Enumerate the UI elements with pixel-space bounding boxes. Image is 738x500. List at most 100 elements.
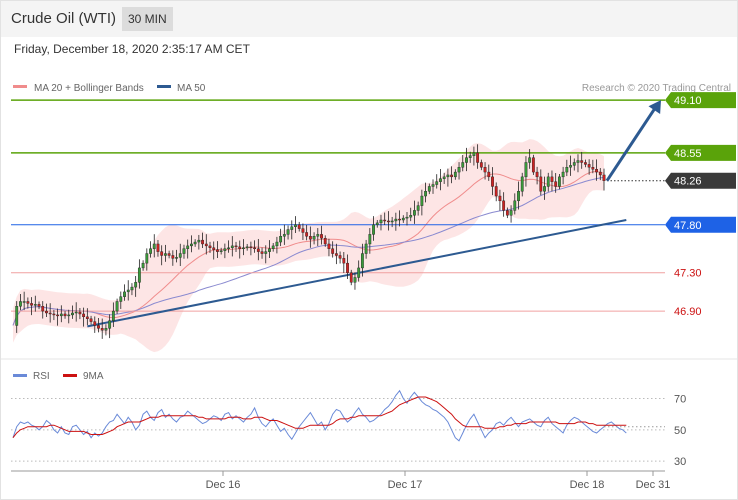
candle-body (524, 162, 528, 178)
candle-body (275, 241, 279, 247)
candle-body (442, 176, 446, 179)
candle-body (37, 304, 41, 307)
candle-body (543, 186, 546, 192)
candle-body (513, 200, 517, 211)
timestamp: Friday, December 18, 2020 2:35:17 AM CET (14, 42, 250, 56)
candle-body (19, 301, 22, 307)
candle-body (45, 310, 48, 314)
candle-body (320, 234, 323, 239)
candle-body (546, 176, 550, 187)
candle-body (30, 303, 33, 306)
candle-body (491, 176, 494, 187)
candle-body (249, 246, 253, 249)
candle-body (15, 306, 19, 326)
candle-body (405, 216, 409, 219)
timeframe-badge[interactable]: 30 MIN (122, 7, 173, 31)
candle-body (446, 174, 450, 178)
candle-body (41, 306, 45, 312)
candle-body (387, 220, 390, 223)
level-tag-text-49.10: 49.10 (674, 95, 702, 107)
candle-body (212, 247, 216, 250)
candle-body (561, 171, 565, 178)
candle-body (349, 272, 353, 283)
candle-body (316, 234, 320, 237)
candle-body (401, 217, 405, 221)
candle-body (111, 310, 115, 321)
legend-ma50-swatch (157, 85, 171, 88)
candle-body (554, 181, 558, 187)
candle-body (115, 301, 119, 312)
candle-body (197, 239, 201, 243)
candle-body (502, 200, 506, 211)
bollinger-band (13, 139, 604, 353)
candle-body (33, 304, 37, 306)
candle-body (465, 157, 468, 163)
candle-body (520, 176, 524, 192)
candle-body (535, 171, 539, 178)
projection-arrow-head (648, 100, 661, 115)
candle-body (498, 195, 502, 202)
candle-body (216, 249, 219, 252)
candle-body (230, 245, 234, 248)
candle-body (353, 277, 357, 283)
candle-body (145, 253, 149, 264)
candle-body (253, 247, 257, 250)
candle-body (598, 171, 602, 176)
candle-body (342, 258, 346, 264)
projection-arrow-shaft (605, 104, 659, 182)
legend-rsi-label: RSI (33, 371, 50, 382)
candle-body (160, 251, 164, 256)
candle-body (587, 164, 591, 168)
candle-body (190, 243, 193, 247)
candle-body (528, 157, 532, 163)
candle-body (256, 248, 260, 252)
candle-body (82, 313, 86, 318)
candle-body (219, 250, 223, 252)
candle-body (52, 313, 56, 316)
candle-body (557, 176, 561, 187)
candle-body (505, 210, 509, 216)
candle-body (398, 218, 401, 221)
candle-body (331, 248, 335, 254)
rsi-line (12, 389, 627, 442)
candle-body (338, 255, 342, 259)
candle-body (93, 321, 97, 326)
candle-body (67, 314, 71, 317)
candle-body (409, 215, 413, 218)
candle-body (119, 296, 123, 302)
candle-body (346, 262, 349, 273)
candle-body (268, 248, 271, 252)
legend-rsi-swatch (13, 374, 27, 377)
candle-body (134, 282, 138, 288)
candle-body (74, 311, 78, 314)
candle-body (238, 246, 242, 249)
x-tick-label: Dec 16 (206, 479, 241, 491)
candle-body (450, 174, 454, 178)
candle-body (383, 219, 387, 222)
candle-body (130, 286, 134, 291)
candle-body (431, 184, 435, 187)
x-tick-label: Dec 18 (570, 479, 605, 491)
rsi-tick-30: 30 (674, 456, 686, 468)
candle-body (78, 311, 82, 315)
level-tag-48.55 (665, 144, 736, 161)
candle-body (565, 167, 569, 173)
candle-body (483, 167, 487, 173)
candle-body (234, 245, 238, 248)
candle-body (357, 267, 361, 278)
candle-body (595, 168, 598, 173)
candle-body (279, 236, 283, 243)
candle-body (372, 224, 375, 235)
candle-body (193, 241, 197, 245)
candle-body (264, 251, 268, 254)
candle-body (223, 248, 227, 251)
candle-body (360, 253, 364, 269)
candle-body (569, 165, 572, 168)
rsi-tick-70: 70 (674, 394, 686, 406)
candle-body (439, 178, 442, 182)
candle-body (301, 228, 305, 233)
candle-body (580, 160, 584, 163)
candle-body (290, 226, 294, 230)
level-tag-text-48.55: 48.55 (674, 148, 702, 160)
candle-body (591, 167, 595, 170)
